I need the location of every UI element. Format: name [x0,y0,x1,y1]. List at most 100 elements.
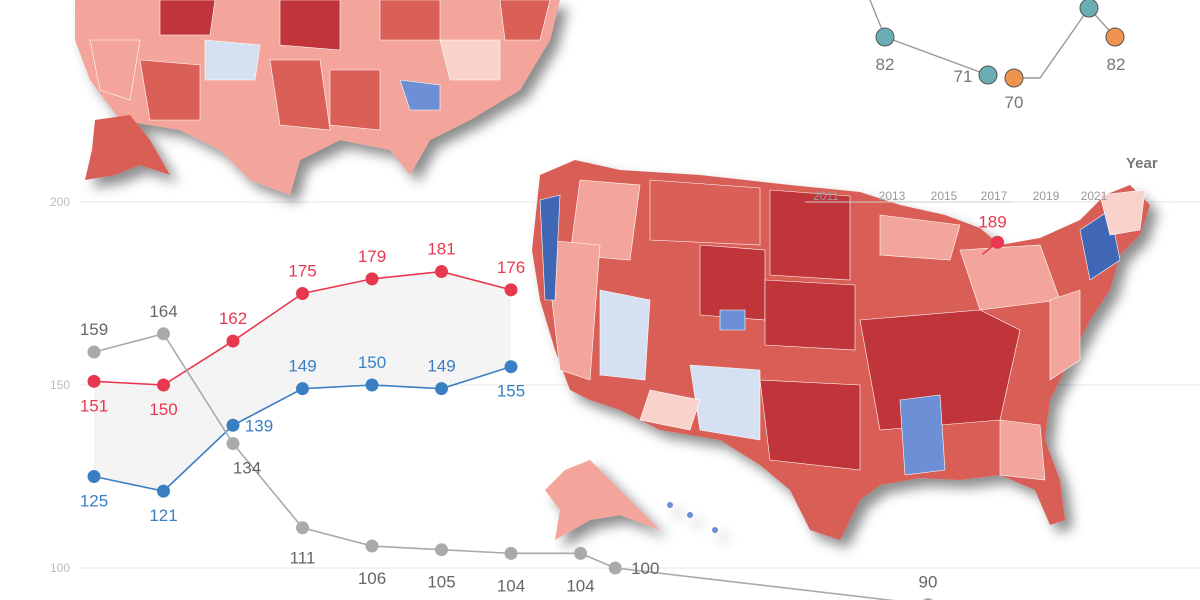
inset-point[interactable] [1105,27,1125,47]
data-label: 181 [427,240,455,259]
hawaii-island [687,512,693,518]
data-label: 176 [497,258,525,277]
map-region [439,39,501,81]
data-point[interactable] [365,378,379,392]
us-map-illustrations [75,0,1150,540]
data-point[interactable] [991,235,1004,249]
data-label: 151 [80,396,108,415]
data-point[interactable] [157,327,170,341]
data-label: 179 [358,247,386,266]
map-region [544,239,601,381]
map-region [204,39,261,81]
data-point[interactable] [87,374,101,388]
inset-point[interactable] [1079,0,1099,18]
map-region [399,79,441,111]
data-label: 149 [288,357,316,376]
hawaii-island [712,527,718,533]
data-label: 134 [233,459,261,478]
data-label: 149 [427,357,455,376]
map-region [329,69,381,131]
data-point[interactable] [365,539,379,553]
map-region [1099,189,1146,236]
map-region [89,39,141,101]
data-label: 139 [245,416,273,435]
year-tick-label: 2015 [931,189,958,203]
data-point[interactable] [87,470,101,483]
map-region [569,179,641,261]
inset-label: 71 [954,67,973,86]
alaska-shape [545,460,660,540]
map-region [599,289,651,381]
year-tick-label: 2019 [1033,189,1060,203]
inset-line [1014,6,1116,79]
data-label: 125 [80,492,108,511]
data-label: 106 [358,569,386,588]
data-point[interactable] [435,543,448,557]
data-label: 175 [288,262,316,281]
y-tick-label: 200 [50,195,70,209]
gap-band [94,271,511,492]
year-tick-label: 2013 [879,189,906,203]
data-point[interactable] [296,382,309,396]
data-label: 150 [358,353,386,372]
data-point[interactable] [226,437,240,451]
data-point[interactable] [87,345,101,359]
inset-point[interactable] [875,27,895,47]
data-label: 90 [919,573,938,592]
data-label: 189 [978,212,1006,231]
data-point[interactable] [504,360,518,374]
data-point[interactable] [226,334,240,348]
map-region [639,389,701,431]
data-label: 164 [149,302,177,321]
map-region [899,394,946,476]
data-point[interactable] [504,546,518,560]
map-region [719,309,746,331]
map-region [379,0,441,41]
map-region [759,379,861,471]
map-region [139,59,201,121]
hawaii-island [667,502,673,508]
data-label: 159 [80,320,108,339]
map-region [1049,289,1081,381]
data-point[interactable] [435,265,448,279]
year-tick-label: 2021 [1081,189,1108,203]
data-label: 155 [497,382,525,401]
map-region [269,59,331,131]
year-tick-label: 2011 [813,189,839,203]
inset-label: 82 [1107,55,1126,74]
map-region [159,0,216,36]
series-line [93,332,896,600]
data-point[interactable] [296,521,309,535]
map-region [539,194,561,301]
data-point[interactable] [226,418,240,432]
y-tick-label: 100 [50,561,70,575]
map-region [649,179,761,246]
data-point[interactable] [157,378,170,392]
inset-point[interactable] [978,65,998,85]
map-region [279,0,341,51]
inset-label: 70 [1005,93,1024,112]
data-point[interactable] [365,272,379,286]
data-label: 104 [566,576,594,595]
year-axis-title: Year [1126,155,1158,172]
map-region [699,244,766,321]
data-point[interactable] [435,382,448,396]
map-region [879,214,961,261]
data-label: 150 [149,400,177,419]
data-label: 100 [631,559,659,578]
data-label: 121 [149,506,177,525]
year-tick-label: 2017 [981,189,1008,203]
map-region [499,0,551,41]
data-point[interactable] [296,287,309,300]
map-region [769,189,851,281]
data-label: 111 [290,549,316,568]
data-point[interactable] [157,484,170,498]
data-point[interactable] [504,283,518,297]
map-region [764,279,856,351]
inset-label: 82 [876,55,895,74]
inset-point[interactable] [1004,68,1024,88]
data-point[interactable] [574,546,587,560]
data-point[interactable] [608,561,622,575]
